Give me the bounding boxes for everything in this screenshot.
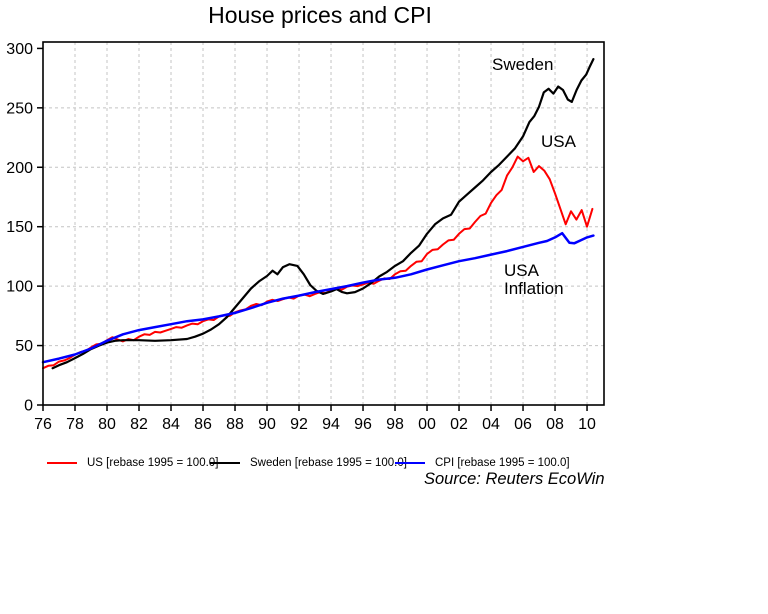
x-tick-label: 88 [226,416,244,433]
x-tick-label: 80 [98,416,116,433]
x-tick-label: 98 [386,416,404,433]
plot-border [42,41,605,406]
source-note: Source: Reuters EcoWin [424,470,605,488]
legend-item-cpi: CPI [rebase 1995 = 100.0] [395,456,570,470]
us-line-swatch [47,462,77,464]
legend-label-us: US [rebase 1995 = 100.0] [87,457,219,469]
y-tick-label: 300 [6,41,33,58]
x-tick-label: 92 [290,416,308,433]
series-line-1 [51,57,595,370]
x-tick-label: 08 [546,416,564,433]
y-tick-label: 200 [6,160,33,177]
usa-inflation-line1: USA [504,261,539,280]
usa-inflation-series-label: USA Inflation [504,262,564,298]
x-tick-label: 86 [194,416,212,433]
x-tick-label: 10 [578,416,596,433]
legend: US [rebase 1995 = 100.0] Sweden [rebase … [0,456,768,472]
legend-label-cpi: CPI [rebase 1995 = 100.0] [435,457,570,469]
axis-ticks [37,47,588,411]
x-tick-label: 78 [66,416,84,433]
x-tick-label: 06 [514,416,532,433]
x-tick-label: 94 [322,416,340,433]
x-tick-label: 90 [258,416,276,433]
legend-item-sweden: Sweden [rebase 1995 = 100.0] [210,456,407,470]
y-tick-label: 250 [6,100,33,117]
series-line-2 [41,231,595,364]
x-tick-label: 00 [418,416,436,433]
cpi-line-swatch [395,462,425,464]
x-tick-label: 76 [34,416,52,433]
x-tick-label: 82 [130,416,148,433]
legend-item-us: US [rebase 1995 = 100.0] [47,456,218,470]
y-tick-label: 50 [15,338,33,355]
usa-series-label: USA [541,132,576,151]
y-tick-label: 150 [6,219,33,236]
y-tick-label: 100 [6,279,33,296]
usa-inflation-line2: Inflation [504,278,564,298]
chart-title: House prices and CPI [208,2,432,28]
x-tick-label: 02 [450,416,468,433]
sweden-series-label: Sweden [492,55,554,74]
y-tick-label: 0 [24,398,33,415]
axis-tick-labels: 76 78 80 82 84 86 88 90 92 94 96 98 00 02 04 06 08 100501… [6,41,596,433]
x-tick-label: 84 [162,416,180,433]
x-tick-label: 96 [354,416,372,433]
sweden-line-swatch [210,462,240,464]
x-tick-label: 04 [482,416,500,433]
legend-label-sweden: Sweden [rebase 1995 = 100.0] [250,457,407,469]
gridlines [43,42,604,405]
